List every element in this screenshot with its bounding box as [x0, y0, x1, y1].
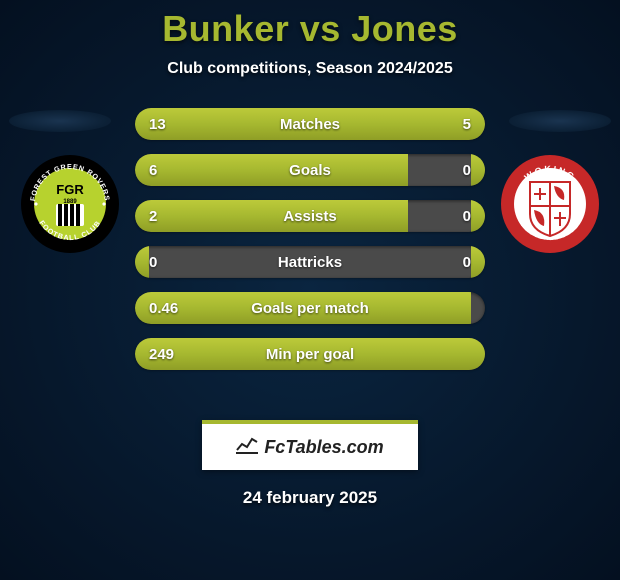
stat-bar: 0.46Goals per match [135, 292, 485, 324]
bar-value-left: 2 [149, 200, 157, 232]
brand-text: FcTables.com [264, 437, 383, 458]
bar-value-right: 0 [463, 246, 471, 278]
bar-value-left: 0 [149, 246, 157, 278]
team-crest-right: WOKING FOOTBALL CLUB [500, 154, 600, 254]
crest-left-year: 1889 [63, 199, 77, 205]
date-text: 24 february 2025 [0, 488, 620, 508]
bar-value-left: 6 [149, 154, 157, 186]
stat-bar: 2 0Assists [135, 200, 485, 232]
stat-bar: 6 0Goals [135, 154, 485, 186]
bar-value-right: 5 [463, 108, 471, 140]
stat-bar: 249Min per goal [135, 338, 485, 370]
bar-label: Matches [135, 108, 485, 140]
bar-value-left: 13 [149, 108, 166, 140]
stat-bar: 0 0Hattricks [135, 246, 485, 278]
bar-value-right: 0 [463, 200, 471, 232]
subtitle: Club competitions, Season 2024/2025 [0, 60, 620, 78]
stat-bars: 135Matches60Goals20Assists00Hattricks0.4… [135, 108, 485, 370]
team-crest-left: FOREST GREEN ROVERS FOOTBALL CLUB [20, 154, 120, 254]
bar-value-left: 249 [149, 338, 174, 370]
page-title: Bunker vs Jones [0, 8, 620, 50]
crest-shadow-right [509, 110, 611, 132]
bar-label: Assists [135, 200, 485, 232]
bar-label: Goals [135, 154, 485, 186]
bar-label: Hattricks [135, 246, 485, 278]
crest-left-center: FGR [56, 182, 84, 197]
crest-shadow-left [9, 110, 111, 132]
stats-chart: FOREST GREEN ROVERS FOOTBALL CLUB [0, 108, 620, 398]
bar-label: Min per goal [135, 338, 485, 370]
stat-bar: 13 5Matches [135, 108, 485, 140]
chart-icon [236, 436, 258, 459]
brand-badge: FcTables.com [202, 420, 418, 470]
bar-label: Goals per match [135, 292, 485, 324]
comparison-infographic: Bunker vs Jones Club competitions, Seaso… [0, 0, 620, 508]
bar-value-left: 0.46 [149, 292, 178, 324]
bar-value-right: 0 [463, 154, 471, 186]
